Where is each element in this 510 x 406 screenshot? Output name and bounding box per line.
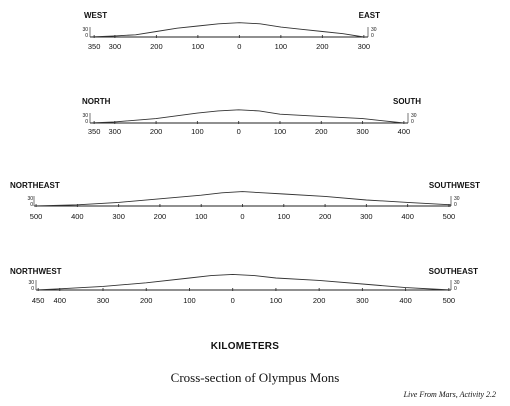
tick-label: 500 [30, 212, 43, 221]
elevation-label-left-bottom: 0 [30, 202, 33, 208]
elevation-profile [89, 22, 364, 38]
elevation-profile [89, 109, 404, 124]
tick-label: 500 [443, 212, 456, 221]
tick-label: 200 [319, 212, 332, 221]
elevation-label-right-top: 30 [454, 196, 460, 202]
units-label: KILOMETERS [210, 341, 280, 352]
tick-label: 100 [183, 296, 196, 305]
direction-label-left: WEST [84, 11, 107, 20]
elevation-label-right-bottom: 0 [411, 119, 414, 125]
tick-label: 100 [274, 127, 287, 136]
tick-label: 400 [401, 212, 414, 221]
credit-line: Live From Mars, Activity 2.2 [403, 390, 496, 399]
elevation-label-left-top: 30 [27, 196, 33, 202]
elevation-label-right-top: 30 [411, 113, 417, 119]
elevation-label-right-bottom: 0 [454, 202, 457, 208]
direction-label-left: NORTHWEST [10, 267, 62, 276]
tick-label: 300 [356, 127, 369, 136]
elevation-profile [33, 191, 452, 207]
tick-label: 100 [191, 127, 204, 136]
tick-label: 450 [32, 296, 45, 305]
tick-label: 300 [97, 296, 110, 305]
tick-label: 100 [192, 42, 205, 51]
tick-label: 400 [398, 127, 411, 136]
elevation-label-right-bottom: 0 [454, 286, 457, 292]
elevation-label-right-top: 30 [454, 280, 460, 286]
elevation-label-left-bottom: 0 [85, 119, 88, 125]
elevation-label-left-top: 30 [82, 113, 88, 119]
direction-label-left: NORTH [82, 97, 111, 106]
tick-label: 300 [112, 212, 125, 221]
tick-label: 100 [275, 42, 288, 51]
tick-label: 300 [109, 42, 122, 51]
tick-label: 200 [154, 212, 167, 221]
tick-label: 200 [315, 127, 328, 136]
tick-label: 0 [237, 127, 241, 136]
tick-label: 300 [356, 296, 369, 305]
tick-label: 300 [360, 212, 373, 221]
direction-label-left: NORTHEAST [10, 181, 60, 190]
tick-label: 0 [240, 212, 244, 221]
elevation-label-left-top: 30 [82, 27, 88, 33]
direction-label-right: EAST [359, 11, 380, 20]
tick-label: 400 [54, 296, 67, 305]
tick-label: 200 [150, 42, 163, 51]
elevation-label-right-bottom: 0 [371, 33, 374, 39]
elevation-profile [35, 273, 452, 291]
tick-label: 200 [313, 296, 326, 305]
tick-label: 300 [358, 42, 371, 51]
tick-label: 0 [231, 296, 235, 305]
direction-label-right: SOUTHWEST [429, 181, 480, 190]
tick-label: 200 [140, 296, 153, 305]
elevation-label-left-top: 30 [28, 280, 34, 286]
tick-label: 500 [443, 296, 456, 305]
elevation-label-left-bottom: 0 [31, 286, 34, 292]
tick-label: 300 [109, 127, 122, 136]
tick-label: 100 [195, 212, 208, 221]
tick-label: 0 [237, 42, 241, 51]
elevation-label-right-top: 30 [371, 27, 377, 33]
tick-label: 200 [150, 127, 163, 136]
figure-caption: Cross-section of Olympus Mons [170, 370, 340, 385]
tick-label: 400 [399, 296, 412, 305]
direction-label-right: SOUTHEAST [429, 267, 478, 276]
tick-label: 350 [88, 127, 101, 136]
tick-label: 350 [88, 42, 101, 51]
elevation-label-left-bottom: 0 [85, 33, 88, 39]
tick-label: 100 [270, 296, 283, 305]
tick-label: 100 [278, 212, 291, 221]
tick-label: 200 [316, 42, 329, 51]
direction-label-right: SOUTH [393, 97, 421, 106]
tick-label: 400 [71, 212, 84, 221]
